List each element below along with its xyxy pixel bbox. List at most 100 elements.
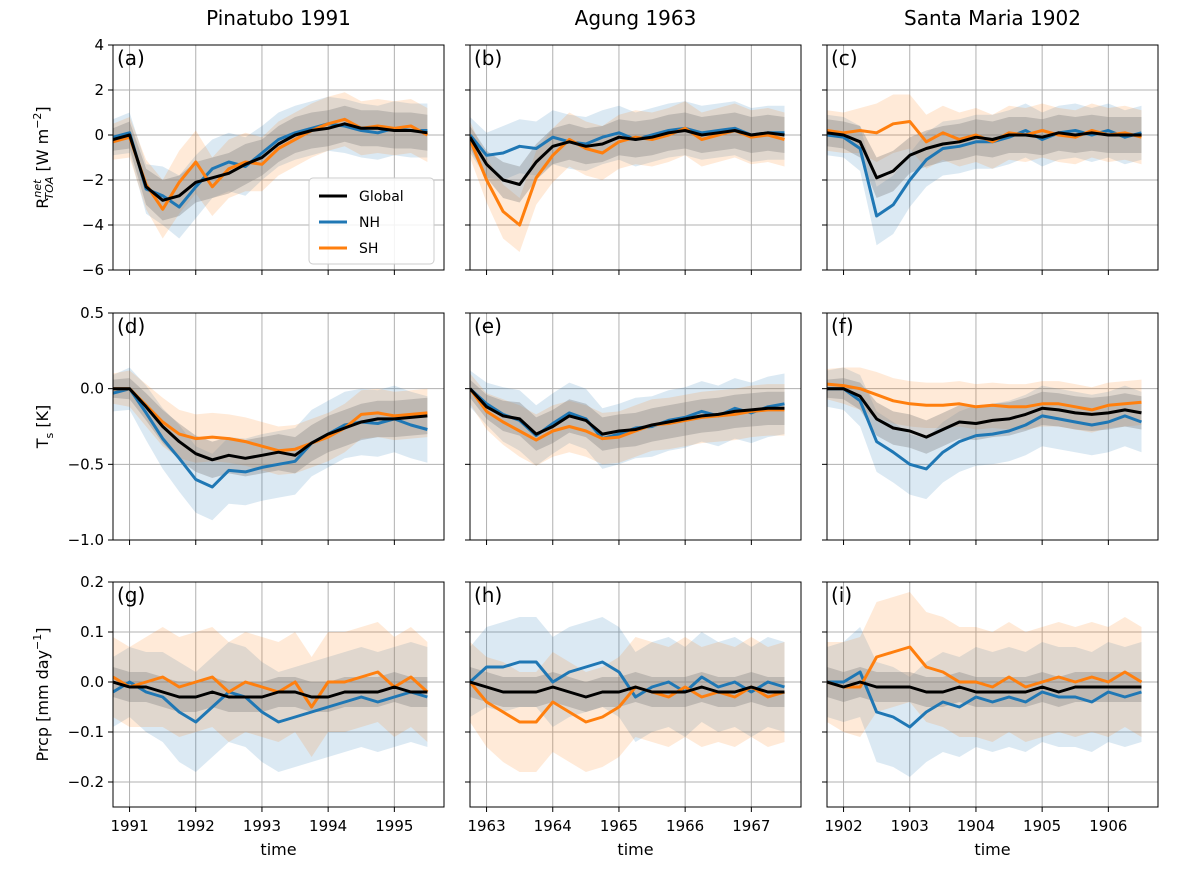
panel-label: (i): [831, 583, 852, 607]
series-line-global: [827, 680, 1142, 694]
spread-band-nh: [470, 370, 785, 469]
series-line-nh: [113, 122, 428, 209]
y-tick-label: 0.2: [80, 573, 104, 591]
x-tick-label: 1992: [177, 817, 215, 835]
x-tick-label: 1905: [1023, 817, 1061, 835]
x-axis-label: time: [974, 840, 1010, 859]
spread-band-nh: [113, 96, 428, 239]
y-tick-label: −0.5: [68, 455, 104, 473]
x-axis-label: time: [617, 840, 653, 859]
y-tick-label: 4: [94, 36, 104, 54]
x-tick-label: 1906: [1089, 817, 1127, 835]
axes-frame: [112, 312, 445, 541]
plot-area: [827, 592, 1143, 777]
spread-band-nh: [827, 367, 1142, 500]
series-line-global: [827, 387, 1142, 439]
series-line-nh: [470, 660, 785, 699]
axes-frame: [469, 312, 802, 541]
plot-area: [470, 101, 785, 252]
plot-area: [113, 92, 429, 239]
series-line-sh: [827, 645, 1143, 689]
y-tick-label: 0.0: [80, 380, 104, 398]
y-tick-label: −2: [82, 171, 104, 189]
spread-band-global: [827, 378, 1142, 454]
plot-area: [827, 367, 1143, 500]
x-tick-label: 1902: [824, 817, 862, 835]
panel: (e): [465, 312, 802, 545]
panel-label: (f): [831, 314, 854, 338]
panel: −6 −4 −2 0 2 4 (a): [82, 36, 445, 279]
x-tick-label: 1904: [957, 817, 995, 835]
legend-box: [308, 177, 435, 265]
y-tick-label: −0.2: [68, 773, 104, 791]
spread-band-sh: [113, 92, 428, 239]
x-axis-label: time: [260, 840, 296, 859]
y-axis-label: RnetTOA [W m−2]: [31, 106, 56, 208]
series-line-sh: [113, 117, 429, 211]
series-line-global: [470, 387, 785, 436]
spread-band-sh: [827, 94, 1142, 169]
panel-label: (d): [117, 314, 145, 338]
x-tick-label: 1967: [732, 817, 770, 835]
ticks: [465, 581, 752, 812]
series-line-sh: [113, 670, 429, 709]
y-tick-label: 0.1: [80, 623, 104, 641]
spread-band-nh: [470, 617, 785, 742]
y-axis-label: Prcp [mm day−1]: [31, 627, 52, 761]
axes-frame: [469, 581, 802, 808]
axes-frame: [826, 581, 1159, 808]
x-tick-label: 1993: [243, 817, 281, 835]
axes-frame: [112, 44, 445, 271]
ticks: [822, 44, 1109, 275]
y-tick-label: −4: [82, 216, 104, 234]
x-tick-label: 1964: [534, 817, 572, 835]
panel: −0.2 −0.1 0.0 0.1 0.2 1991 1992 1993 1994 1995 tim…: [68, 573, 445, 859]
spread-band-nh: [827, 103, 1142, 246]
panel: (b): [465, 44, 802, 275]
series-line-nh: [827, 670, 1142, 729]
panel-label: (a): [117, 46, 145, 70]
series-line-global: [113, 680, 428, 699]
panel-label: (b): [474, 46, 502, 70]
panel: (c): [822, 44, 1159, 275]
spread-band-global: [113, 378, 428, 478]
y-tick-label: −6: [82, 261, 104, 279]
y-tick-label: 0: [94, 126, 104, 144]
x-tick-label: 1995: [375, 817, 413, 835]
series-line-nh: [113, 387, 428, 489]
series-line-sh: [113, 387, 428, 453]
spread-band-sh: [827, 592, 1142, 742]
series-line-global: [470, 129, 785, 186]
panel-label: (e): [474, 314, 502, 338]
grid: [113, 581, 444, 807]
ticks: [108, 44, 395, 275]
spread-band-nh: [113, 642, 428, 772]
spread-band-sh: [470, 373, 785, 466]
spread-band-nh: [827, 627, 1142, 777]
axes-frame: [826, 44, 1159, 271]
y-tick-label: 2: [94, 81, 104, 99]
series-line-global: [113, 122, 428, 202]
panel: (f): [822, 312, 1159, 545]
x-tick-label: 1991: [110, 817, 148, 835]
column-title: Pinatubo 1991: [206, 6, 351, 30]
series-line-global: [470, 680, 785, 699]
series-line-global: [827, 131, 1142, 180]
grid: [470, 581, 801, 807]
spread-band-nh: [113, 367, 428, 521]
y-axis-label: Ts [K]: [33, 405, 56, 450]
x-tick-label: 1994: [309, 817, 347, 835]
axes-frame: [826, 312, 1159, 541]
series-line-sh: [470, 681, 785, 724]
ticks: [465, 312, 752, 545]
y-tick-label: −1.0: [68, 531, 104, 549]
plot-area: [470, 617, 785, 772]
plot-area: [827, 94, 1142, 246]
panel: −1.0 −0.5 0.0 0.5 (d): [68, 304, 445, 549]
x-tick-label: 1903: [891, 817, 929, 835]
series-line-nh: [827, 387, 1143, 471]
ticks: [822, 312, 1109, 545]
column-title: Agung 1963: [575, 6, 697, 30]
ticks: [465, 44, 752, 275]
